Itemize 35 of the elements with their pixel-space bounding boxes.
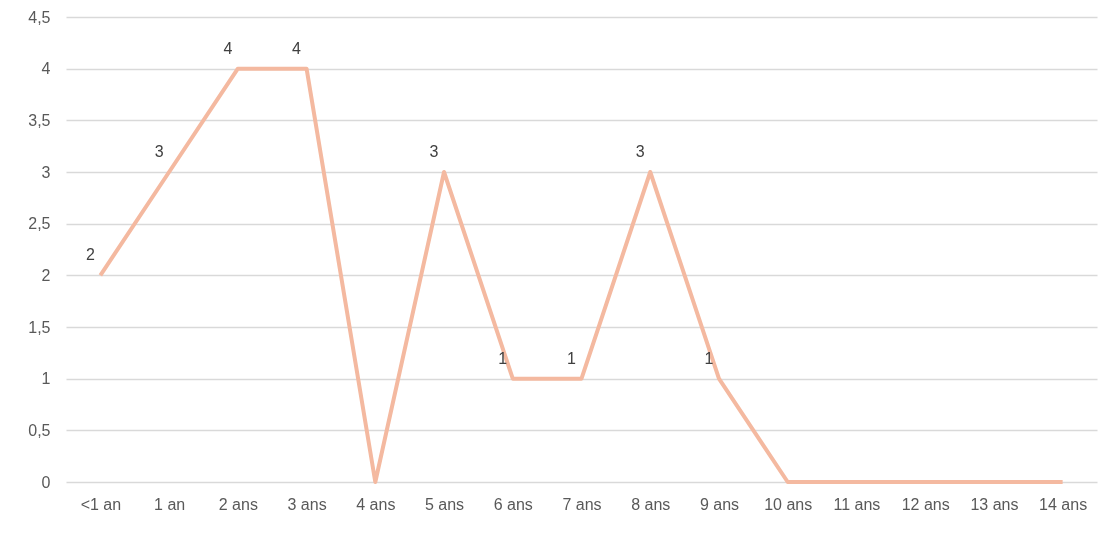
data-label: 3 [154,143,164,160]
y-tick-label: 0,5 [28,421,51,439]
data-label: 1 [567,349,577,367]
data-label: 4 [223,39,233,57]
y-tick-label: 4 [41,60,51,78]
x-tick-label: 9 ans [699,495,740,513]
x-tick-label: 7 ans [562,495,602,513]
data-label: 4 [292,39,302,57]
x-tick-label: 2 ans [218,495,258,513]
y-tick-label: 2 [41,266,51,284]
y-tick-label: 0 [41,473,51,491]
data-label: 2 [85,246,95,264]
x-tick-label: 11 ans [833,495,881,513]
y-tick-label: 4,5 [28,8,51,26]
y-tick-label: 1 [41,370,51,388]
x-tick-label: 6 ans [493,495,533,513]
x-tick-label: 13 ans [970,495,1019,513]
x-tick-label: 1 an [154,495,186,513]
line-series [98,66,1065,484]
y-tick-label: 3,5 [28,111,51,129]
x-tick-label: 12 ans [901,495,950,513]
x-tick-label: 14 ans [1039,495,1088,513]
data-label: 3 [429,143,439,160]
x-tick-label: <1 an [80,495,122,513]
x-tick-label: 5 ans [424,495,465,513]
x-tick-label: 4 ans [356,495,396,513]
y-tick-label: 1,5 [28,318,51,336]
y-tick-label: 2,5 [28,215,51,233]
data-label: 1 [498,349,508,367]
data-label: 3 [635,143,645,160]
data-label: 1 [704,349,714,367]
x-tick-label: 8 ans [631,495,671,513]
y-tick-label: 3 [41,163,51,181]
x-tick-label: 10 ans [764,495,813,513]
x-tick-label: 3 ans [287,495,327,513]
